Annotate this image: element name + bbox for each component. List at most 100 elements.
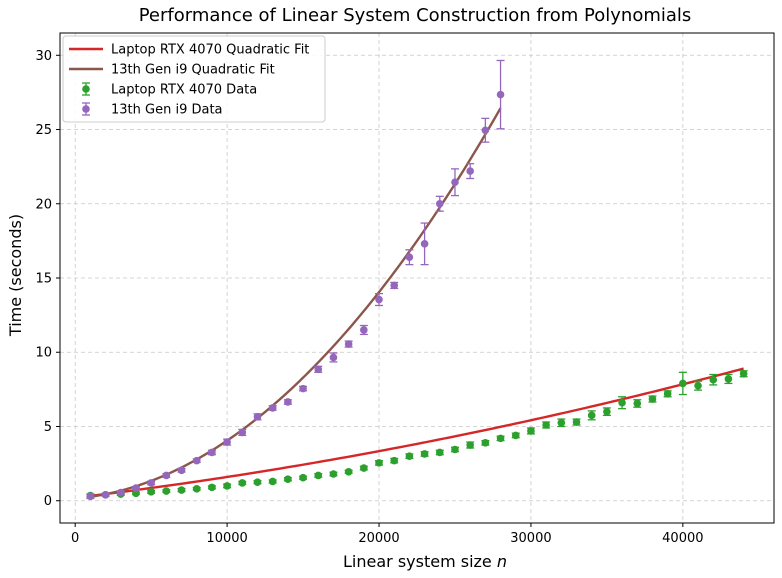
y-tick-label: 10	[35, 346, 52, 361]
y-tick-label: 25	[35, 123, 52, 138]
data-marker	[177, 466, 186, 475]
data-point	[253, 478, 262, 486]
data-marker	[466, 441, 474, 449]
data-marker	[177, 486, 186, 494]
axis-ticks: 0 10000 20000 30000 40000 0 5 10 15 20 25 30	[35, 49, 703, 546]
data-marker	[557, 418, 566, 427]
data-marker	[618, 398, 626, 407]
data-point	[359, 324, 368, 336]
legend-marker-swatch	[82, 105, 90, 113]
data-point	[253, 413, 262, 421]
data-marker	[603, 407, 611, 416]
data-marker	[299, 384, 307, 393]
data-point	[633, 399, 642, 408]
x-axis-label-variable: n	[497, 552, 507, 571]
data-marker	[86, 492, 95, 501]
data-marker	[132, 484, 140, 492]
legend-label: Laptop RTX 4070 Quadratic Fit	[111, 43, 309, 58]
data-point	[192, 485, 201, 493]
legend-entry: 13th Gen i9 Quadratic Fit	[69, 63, 275, 78]
x-tick-label: 20000	[358, 531, 399, 546]
data-point	[86, 492, 95, 501]
data-point	[162, 487, 171, 495]
data-marker	[238, 479, 247, 487]
data-marker	[420, 450, 429, 458]
y-axis-label: Time (seconds)	[6, 214, 25, 337]
data-point	[724, 373, 733, 385]
data-point	[359, 464, 368, 472]
data-point	[405, 249, 414, 266]
data-point	[496, 434, 505, 443]
data-point	[526, 427, 535, 435]
data-marker	[679, 379, 687, 388]
data-point	[663, 390, 672, 398]
data-point	[147, 479, 156, 487]
data-points	[86, 59, 748, 501]
data-marker	[268, 477, 277, 486]
data-marker	[284, 475, 292, 483]
data-point	[283, 475, 292, 483]
data-point	[131, 484, 140, 492]
data-marker	[375, 295, 383, 304]
data-marker	[587, 411, 596, 420]
x-axis-label-text: Linear system size	[343, 552, 492, 571]
data-point	[375, 292, 384, 307]
data-marker	[739, 369, 748, 378]
data-point	[238, 479, 247, 487]
data-marker	[329, 470, 338, 478]
data-point	[314, 471, 323, 480]
data-marker	[405, 452, 414, 460]
y-tick-label: 5	[44, 420, 52, 435]
data-marker	[253, 478, 262, 486]
data-marker	[496, 90, 505, 99]
data-marker	[162, 487, 171, 495]
data-marker	[663, 390, 672, 398]
data-point	[344, 340, 353, 348]
data-marker	[101, 490, 110, 499]
legend-entry: Laptop RTX 4070 Data	[82, 82, 257, 98]
data-point	[678, 371, 687, 396]
data-marker	[253, 413, 262, 421]
data-marker	[405, 253, 414, 262]
data-marker	[694, 381, 702, 390]
x-tick-label: 10000	[206, 531, 247, 546]
data-point	[329, 470, 338, 478]
y-tick-label: 0	[44, 494, 52, 509]
data-marker	[314, 365, 323, 374]
x-tick-label: 30000	[510, 531, 551, 546]
data-marker	[314, 471, 323, 480]
data-point	[739, 369, 748, 378]
data-point	[511, 431, 520, 440]
data-marker	[481, 439, 490, 447]
data-marker	[420, 240, 429, 248]
data-marker	[344, 467, 353, 476]
y-tick-label: 15	[35, 272, 52, 287]
data-point	[709, 373, 718, 386]
y-tick-label: 30	[35, 49, 52, 64]
data-point	[299, 473, 308, 482]
legend-label: 13th Gen i9 Quadratic Fit	[111, 63, 275, 78]
data-point	[420, 222, 429, 266]
data-marker	[375, 459, 383, 467]
data-point	[177, 486, 186, 494]
data-point	[557, 418, 566, 428]
data-point	[207, 483, 216, 492]
data-point	[268, 404, 277, 412]
data-marker	[344, 340, 353, 348]
data-point	[390, 456, 399, 465]
data-point	[329, 352, 338, 363]
data-point	[602, 407, 611, 416]
data-point	[572, 418, 581, 426]
chart-title: Performance of Linear System Constructio…	[139, 5, 692, 26]
data-point	[223, 482, 232, 490]
data-point	[481, 439, 490, 447]
data-marker	[192, 456, 201, 465]
data-point	[435, 195, 444, 212]
fit-line	[90, 107, 502, 498]
data-marker	[451, 178, 459, 187]
data-point	[283, 398, 292, 406]
data-point	[450, 445, 459, 454]
data-marker	[132, 489, 140, 498]
data-point	[268, 477, 277, 486]
data-point	[405, 452, 414, 460]
